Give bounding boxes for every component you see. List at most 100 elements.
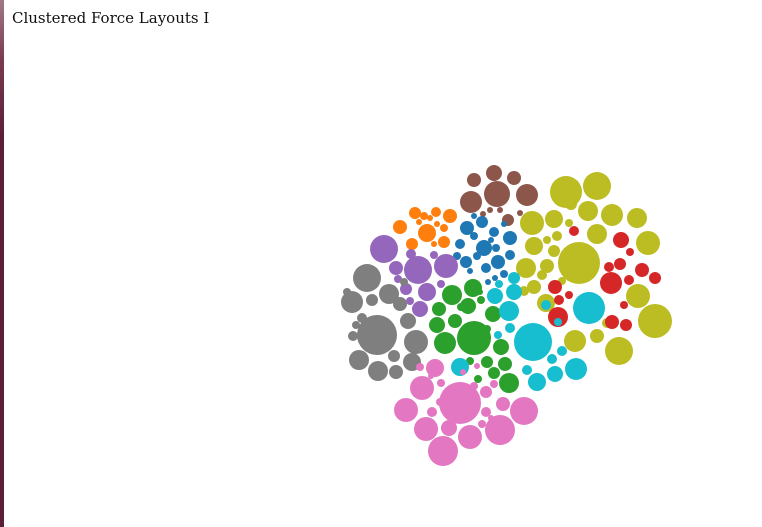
node-purple[interactable]: [370, 235, 398, 263]
node-olive[interactable]: [601, 204, 623, 226]
node-red[interactable]: [600, 272, 622, 294]
node-gray[interactable]: [353, 264, 381, 292]
node-cyan[interactable]: [487, 288, 503, 304]
node-blue[interactable]: [492, 275, 498, 281]
node-brown[interactable]: [460, 191, 482, 213]
node-pink[interactable]: [441, 420, 457, 436]
node-olive[interactable]: [605, 337, 633, 365]
node-pink[interactable]: [416, 363, 424, 371]
node-gray[interactable]: [357, 313, 367, 323]
node-purple[interactable]: [400, 283, 412, 295]
node-green[interactable]: [488, 367, 500, 379]
node-purple[interactable]: [406, 297, 414, 305]
node-cyan[interactable]: [554, 318, 562, 326]
node-gray[interactable]: [368, 361, 388, 381]
node-cyan[interactable]: [499, 301, 519, 321]
node-pink[interactable]: [474, 363, 480, 369]
node-pink[interactable]: [436, 398, 444, 406]
node-gray[interactable]: [343, 288, 351, 296]
node-green[interactable]: [432, 302, 446, 316]
node-olive[interactable]: [543, 236, 551, 244]
node-olive[interactable]: [552, 231, 562, 241]
node-red[interactable]: [569, 226, 579, 236]
node-olive[interactable]: [545, 210, 563, 228]
node-blue[interactable]: [471, 213, 477, 219]
node-green[interactable]: [481, 356, 493, 368]
node-pink[interactable]: [460, 369, 466, 375]
node-cyan[interactable]: [541, 300, 551, 310]
node-gray[interactable]: [389, 365, 403, 379]
node-cyan[interactable]: [522, 365, 532, 375]
node-orange[interactable]: [434, 221, 440, 227]
node-olive[interactable]: [590, 329, 604, 343]
node-orange[interactable]: [409, 207, 421, 219]
node-gray[interactable]: [379, 284, 399, 304]
node-green[interactable]: [477, 289, 483, 295]
node-purple[interactable]: [412, 301, 428, 317]
node-red[interactable]: [548, 307, 568, 327]
node-olive[interactable]: [565, 198, 577, 210]
node-red[interactable]: [620, 301, 628, 309]
node-gray[interactable]: [404, 330, 428, 354]
node-cyan[interactable]: [505, 323, 515, 333]
node-purple[interactable]: [434, 254, 458, 278]
node-pink[interactable]: [437, 379, 445, 387]
node-red[interactable]: [614, 258, 626, 270]
node-cyan[interactable]: [495, 280, 503, 288]
node-red[interactable]: [649, 272, 661, 284]
node-gray[interactable]: [341, 291, 363, 313]
node-pink[interactable]: [481, 407, 491, 417]
node-brown[interactable]: [517, 210, 523, 216]
node-green[interactable]: [474, 375, 482, 383]
node-green[interactable]: [457, 303, 465, 311]
node-blue[interactable]: [470, 232, 478, 240]
node-green[interactable]: [442, 285, 462, 305]
node-green[interactable]: [485, 334, 491, 340]
node-olive[interactable]: [527, 280, 541, 294]
node-blue[interactable]: [467, 268, 473, 274]
node-blue[interactable]: [460, 256, 472, 268]
node-orange[interactable]: [431, 207, 441, 217]
node-brown[interactable]: [516, 184, 538, 206]
node-gray[interactable]: [352, 321, 360, 329]
node-gray[interactable]: [366, 294, 378, 306]
node-pink[interactable]: [428, 436, 458, 466]
node-red[interactable]: [624, 275, 634, 285]
node-red[interactable]: [554, 295, 564, 305]
node-red[interactable]: [565, 291, 573, 299]
node-blue[interactable]: [481, 263, 491, 273]
node-blue[interactable]: [489, 227, 499, 237]
node-brown[interactable]: [486, 165, 502, 181]
node-cyan[interactable]: [508, 272, 520, 284]
node-cyan[interactable]: [514, 323, 552, 361]
node-olive[interactable]: [516, 258, 536, 278]
node-cyan[interactable]: [506, 284, 522, 300]
node-brown[interactable]: [467, 173, 481, 187]
node-cyan[interactable]: [528, 373, 546, 391]
node-purple[interactable]: [389, 261, 403, 275]
node-pink[interactable]: [490, 380, 498, 388]
node-orange[interactable]: [427, 215, 433, 221]
node-pink[interactable]: [410, 376, 434, 400]
node-pink[interactable]: [480, 386, 492, 398]
node-green[interactable]: [485, 306, 501, 322]
node-olive[interactable]: [525, 237, 543, 255]
node-blue[interactable]: [503, 231, 517, 245]
node-pink[interactable]: [458, 425, 482, 449]
node-cyan[interactable]: [565, 358, 587, 380]
node-blue[interactable]: [491, 255, 505, 269]
node-pink[interactable]: [427, 407, 437, 417]
node-pink[interactable]: [485, 415, 515, 445]
node-brown[interactable]: [484, 181, 510, 207]
node-gray[interactable]: [393, 297, 407, 311]
node-brown[interactable]: [480, 211, 486, 217]
node-olive[interactable]: [565, 219, 573, 227]
node-red[interactable]: [613, 232, 629, 248]
node-pink[interactable]: [478, 420, 486, 428]
node-cyan[interactable]: [557, 346, 567, 356]
node-green[interactable]: [483, 325, 491, 333]
node-blue[interactable]: [505, 250, 515, 260]
node-olive[interactable]: [587, 224, 607, 244]
node-brown[interactable]: [487, 207, 493, 213]
node-purple[interactable]: [394, 275, 402, 283]
